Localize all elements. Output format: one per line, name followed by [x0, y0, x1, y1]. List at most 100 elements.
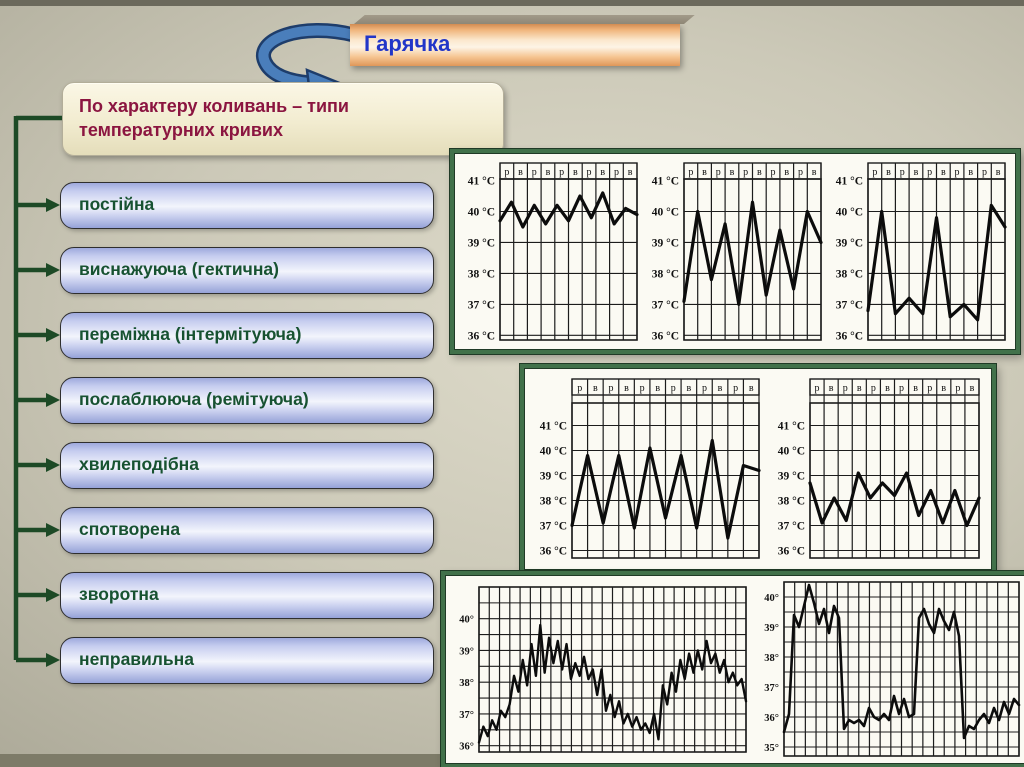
fever-type-label: хвилеподібна: [79, 454, 199, 474]
svg-text:в: в: [718, 383, 723, 394]
fever-type-label: зворотна: [79, 584, 159, 604]
svg-text:в: в: [593, 383, 598, 394]
svg-text:37°: 37°: [460, 709, 475, 720]
svg-text:р: р: [608, 383, 613, 394]
svg-text:р: р: [559, 167, 564, 178]
svg-text:в: в: [518, 167, 523, 178]
svg-text:38°: 38°: [764, 653, 779, 664]
svg-text:р: р: [927, 167, 932, 178]
svg-text:40 °C: 40 °C: [836, 206, 863, 218]
svg-text:39 °C: 39 °C: [652, 237, 679, 249]
temperature-chart-intermittent: р в р в р в р в р в 41 °C 40 °C 39 °C 38 °C 37 °C 36 °C: [830, 161, 1008, 343]
svg-text:в: в: [655, 383, 660, 394]
temperature-chart-swinging: р в р в р в р в р в р в 41 °C 40 °C 39 °C 38 °C 37 °C 36 …: [534, 377, 762, 561]
subtitle-text: По характеру коливань – типи температурн…: [79, 96, 349, 141]
svg-text:в: в: [687, 383, 692, 394]
fever-type-item-irregular[interactable]: неправильна: [52, 629, 436, 684]
svg-text:в: в: [996, 167, 1001, 178]
svg-text:36 °C: 36 °C: [652, 330, 679, 342]
fever-type-label: спотворена: [79, 519, 181, 539]
chart-panel-middle: р в р в р в р в р в р в 41 °C 40 °C 39 °C 38 °C 37 °C 36 …: [520, 364, 996, 574]
svg-text:39 °C: 39 °C: [778, 471, 805, 483]
temperature-chart-hectic: р в р в р в р в р в 41 °C 40 °C 39 °C 38 °C 37 °C 36 °C: [646, 161, 824, 343]
temperature-chart-constant: р в р в р в р в р в 41 °C 40 °C 39 °C 38 °C 37 °C 36 °C: [462, 161, 640, 343]
svg-text:37 °C: 37 °C: [836, 299, 863, 311]
svg-text:36°: 36°: [460, 741, 475, 752]
svg-text:р: р: [504, 167, 509, 178]
svg-text:36°: 36°: [764, 713, 779, 724]
svg-text:р: р: [771, 167, 776, 178]
svg-text:в: в: [546, 167, 551, 178]
chart-panel-bottom: 40° 39° 38° 37° 36° 40° 39° 38° 37° 36° 35°: [441, 571, 1024, 767]
svg-text:р: р: [532, 167, 537, 178]
svg-text:36 °C: 36 °C: [468, 330, 495, 342]
fever-type-item-wave-like[interactable]: хвилеподібна: [52, 434, 436, 489]
chart-panel-top: р в р в р в р в р в 41 °C 40 °C 39 °C 38 °C 37 °C 36 °C…: [450, 149, 1020, 354]
svg-text:р: р: [815, 383, 820, 394]
svg-text:в: в: [749, 383, 754, 394]
svg-text:в: в: [968, 167, 973, 178]
slide-title: Гарячка: [364, 31, 451, 56]
svg-text:в: в: [914, 167, 919, 178]
svg-text:40 °C: 40 °C: [468, 206, 495, 218]
title-banner: Гарячка: [350, 24, 680, 66]
fever-type-item-constant[interactable]: постійна: [52, 174, 436, 229]
svg-text:38 °C: 38 °C: [652, 268, 679, 280]
svg-text:39 °C: 39 °C: [836, 237, 863, 249]
temperature-chart-remittent: р в р в р в р в р в р в 41 °C 40 °C 39 °C 38 °C 37 °C 36 …: [772, 377, 982, 561]
svg-text:в: в: [812, 167, 817, 178]
svg-text:38 °C: 38 °C: [836, 268, 863, 280]
svg-text:р: р: [798, 167, 803, 178]
svg-text:40°: 40°: [764, 593, 779, 604]
svg-text:р: р: [743, 167, 748, 178]
fever-type-item-inverse[interactable]: зворотна: [52, 564, 436, 619]
fever-type-label: послаблююча (ремітуюча): [79, 389, 309, 409]
svg-text:р: р: [982, 167, 987, 178]
svg-text:37°: 37°: [764, 683, 779, 694]
svg-text:в: в: [857, 383, 862, 394]
svg-text:в: в: [757, 167, 762, 178]
svg-text:41 °C: 41 °C: [836, 175, 863, 187]
svg-text:в: в: [913, 383, 918, 394]
svg-text:в: в: [730, 167, 735, 178]
svg-text:р: р: [955, 383, 960, 394]
fever-type-item-hectic[interactable]: виснажуюча (гектична): [52, 239, 436, 294]
svg-text:р: р: [702, 383, 707, 394]
svg-text:р: р: [640, 383, 645, 394]
svg-text:38 °C: 38 °C: [540, 496, 567, 508]
svg-text:р: р: [955, 167, 960, 178]
svg-text:в: в: [784, 167, 789, 178]
svg-text:р: р: [733, 383, 738, 394]
svg-text:р: р: [671, 383, 676, 394]
svg-text:р: р: [843, 383, 848, 394]
svg-text:38°: 38°: [460, 678, 475, 689]
fever-type-item-intermittent[interactable]: переміжна (інтермітуюча): [52, 304, 436, 359]
svg-text:39 °C: 39 °C: [468, 237, 495, 249]
top-border-strip: [0, 0, 1024, 6]
svg-text:40 °C: 40 °C: [652, 206, 679, 218]
temperature-chart-wave-like: 40° 39° 38° 37° 36°: [449, 585, 749, 755]
svg-text:р: р: [587, 167, 592, 178]
svg-text:41 °C: 41 °C: [468, 175, 495, 187]
svg-text:39 °C: 39 °C: [540, 471, 567, 483]
fever-type-item-distorted[interactable]: спотворена: [52, 499, 436, 554]
svg-text:38 °C: 38 °C: [468, 268, 495, 280]
svg-text:в: в: [885, 383, 890, 394]
svg-text:р: р: [871, 383, 876, 394]
svg-text:39°: 39°: [764, 623, 779, 634]
svg-text:41 °C: 41 °C: [652, 175, 679, 187]
svg-text:37 °C: 37 °C: [778, 521, 805, 533]
svg-text:в: в: [970, 383, 975, 394]
fever-type-item-remittent[interactable]: послаблююча (ремітуюча): [52, 369, 436, 424]
svg-text:36 °C: 36 °C: [540, 546, 567, 558]
svg-text:р: р: [872, 167, 877, 178]
svg-text:37 °C: 37 °C: [652, 299, 679, 311]
svg-text:в: в: [600, 167, 605, 178]
svg-text:в: в: [702, 167, 707, 178]
fever-type-label: постійна: [79, 194, 155, 214]
tree-connector-lines: [13, 115, 62, 667]
fever-type-label: неправильна: [79, 649, 194, 669]
svg-text:р: р: [716, 167, 721, 178]
svg-text:36 °C: 36 °C: [836, 330, 863, 342]
